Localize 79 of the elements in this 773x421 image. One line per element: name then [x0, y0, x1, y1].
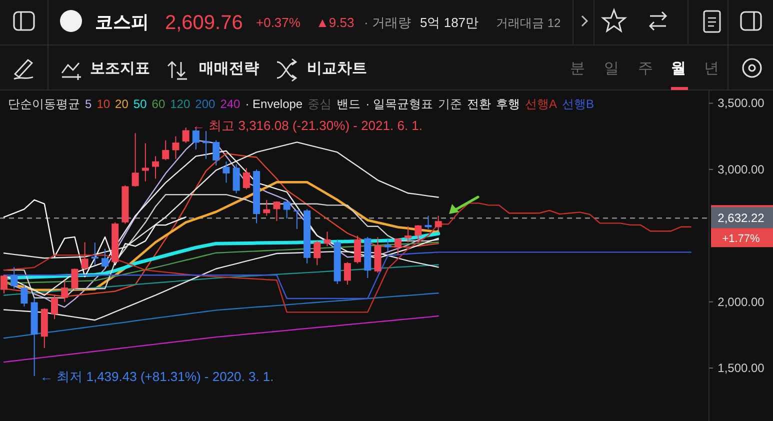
candlestick — [91, 242, 98, 266]
text: 비교차트 — [307, 60, 367, 77]
text: 주 — [638, 60, 653, 77]
candlestick — [20, 284, 28, 307]
text: 기준 — [438, 97, 462, 111]
text: 단순이동평균 — [8, 97, 80, 111]
candlestick — [263, 199, 270, 216]
candlestick — [344, 262, 351, 286]
text: 매매전략 — [199, 60, 259, 77]
annotation: ← 최고 3,316.08 (-21.30%) - 2021. 6. 1. — [192, 118, 423, 133]
candlestick — [182, 127, 190, 144]
candlestick — [324, 231, 331, 247]
candlestick — [142, 142, 149, 182]
y-tick-label: 3,000.00 — [718, 162, 765, 176]
text: 밴드 — [336, 97, 361, 111]
text: 일 — [604, 60, 619, 77]
text: 년 — [704, 60, 719, 77]
candlestick — [424, 215, 432, 230]
candlestick — [61, 280, 68, 302]
text: 60 — [152, 97, 166, 111]
text: · 거래량 — [364, 15, 411, 30]
candlestick — [51, 294, 58, 320]
text: 보조지표 — [90, 60, 150, 77]
candlestick — [242, 168, 250, 190]
y-tick-label: 1,500.00 — [718, 361, 765, 376]
text: 중심 — [308, 97, 332, 111]
candlestick — [283, 201, 290, 219]
text: 50 — [133, 97, 147, 111]
candlestick — [202, 130, 210, 160]
candlestick — [102, 248, 109, 268]
text: 120 — [170, 97, 190, 111]
text: · 일목균형표 — [366, 97, 433, 111]
text: 20 — [115, 97, 128, 111]
candlestick — [434, 215, 442, 231]
candlestick — [152, 156, 160, 180]
text: 240 — [220, 97, 240, 111]
candlestick — [212, 140, 220, 166]
candlestick — [132, 132, 139, 188]
text: 10 — [96, 97, 110, 111]
text: ▲9.53 — [316, 15, 354, 30]
candlestick — [172, 136, 180, 160]
line-series — [3, 292, 439, 339]
candlestick — [273, 200, 280, 222]
text: 선행B — [562, 97, 594, 111]
annotation: ← 최저 1,439.43 (+81.31%) - 2020. 3. 1. — [40, 369, 274, 384]
candlestick — [162, 140, 170, 161]
candlestick — [232, 164, 240, 194]
line-series — [3, 315, 439, 363]
ref-line-label: 2,632.22 — [718, 211, 765, 226]
line-series — [3, 199, 186, 278]
candlestick — [192, 128, 200, 150]
text: 거래대금 12 — [496, 16, 562, 30]
text: 2,609.76 — [165, 12, 243, 34]
candlestick — [384, 238, 392, 252]
candlestick — [293, 210, 300, 230]
text: 5억 187만 — [420, 15, 479, 30]
y-tick-label: 2,000.00 — [718, 294, 765, 309]
candlestick — [0, 274, 8, 294]
candlestick — [10, 266, 18, 290]
y-tick-label: 3,500.00 — [718, 96, 765, 110]
candlestick — [394, 238, 402, 255]
text: 분 — [570, 60, 585, 77]
text: 선행A — [524, 97, 557, 111]
text: +1.77% — [722, 233, 760, 246]
candlestick — [414, 224, 422, 242]
text: 월 — [671, 60, 686, 77]
text: 전환 — [466, 97, 491, 111]
candlestick — [71, 268, 78, 290]
candlestick — [354, 235, 362, 264]
text: 후행 — [496, 97, 520, 111]
text: 200 — [195, 97, 216, 111]
text: 5 — [85, 97, 92, 111]
text: +0.37% — [256, 15, 301, 30]
candlestick — [222, 160, 230, 184]
candlestick — [404, 226, 412, 243]
text: · Envelope — [245, 97, 303, 111]
candlestick — [314, 240, 321, 266]
candlestick — [81, 242, 88, 271]
chart-title: 코스피 — [95, 12, 149, 32]
